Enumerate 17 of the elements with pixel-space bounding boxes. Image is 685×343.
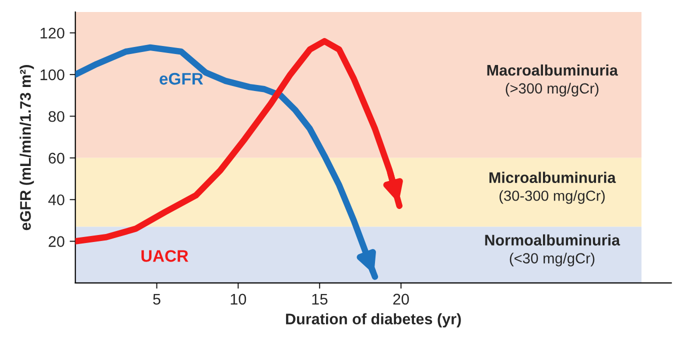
y-tick-label: 100 bbox=[40, 69, 64, 80]
band-label: Normoalbuminuria (<30 mg/gCr) bbox=[485, 234, 620, 266]
y-tick-label: 40 bbox=[48, 194, 64, 206]
x-tick-label: 10 bbox=[230, 294, 246, 305]
y-tick-label: 60 bbox=[48, 152, 64, 164]
y-tick-label: 120 bbox=[40, 28, 64, 39]
band-label: Macroalbuminuria (>300 mg/gCr) bbox=[487, 64, 618, 96]
y-tick-label: 20 bbox=[48, 236, 64, 247]
y-tick-label: 80 bbox=[48, 111, 64, 122]
x-tick-label: 5 bbox=[153, 294, 160, 305]
series-label: UACR bbox=[141, 250, 188, 262]
x-tick-label: 20 bbox=[393, 294, 409, 305]
band-label: Microalbuminuria (30-300 mg/gCr) bbox=[489, 172, 616, 204]
x-axis-title: Duration of diabetes (yr) bbox=[286, 313, 461, 328]
series-label: eGFR bbox=[160, 72, 204, 85]
y-axis-title: eGFR (mL/min/1.73 m²) bbox=[20, 65, 34, 230]
x-tick-label: 15 bbox=[312, 294, 328, 305]
